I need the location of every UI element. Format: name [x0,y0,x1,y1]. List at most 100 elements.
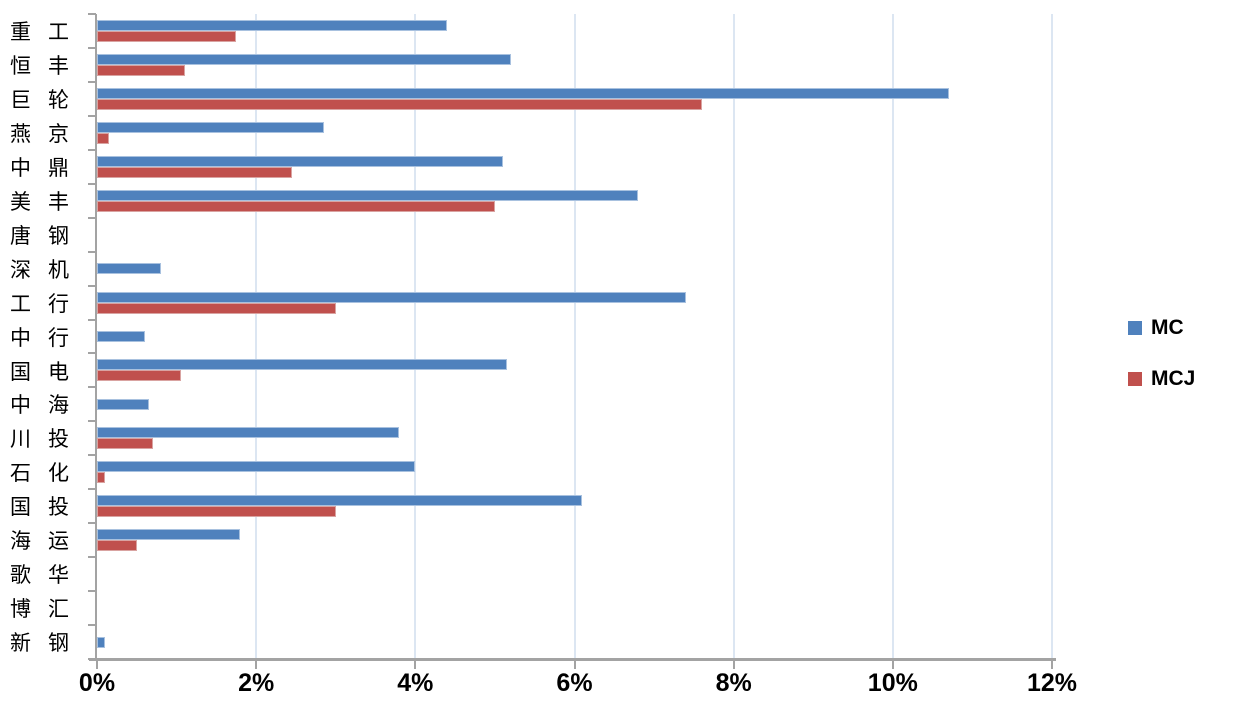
bar-mc [97,398,149,410]
bar-mcj [97,200,495,212]
gridline [255,14,258,659]
x-tick-label: 8% [715,669,752,697]
bar-mc [97,263,161,275]
x-tick-label: 0% [78,669,116,697]
bar-mc [97,529,241,541]
bar-row [97,286,1052,320]
bar-row [97,14,1052,48]
legend-label-mc: MC [1151,316,1184,339]
bar-row [97,320,1052,354]
bar-mcj [97,132,109,144]
bar-mcj [97,166,292,178]
bar-row [97,557,1052,591]
bar-mc [97,121,324,133]
bar-mcj [97,540,137,552]
bar-row [97,150,1052,184]
y-category-label: 工行 [10,291,86,316]
bar-mcj [97,438,153,450]
y-tick-mark [88,522,96,525]
x-tick-label: 6% [556,669,593,697]
bar-mcj [97,302,336,314]
legend-item-mcj: MCJ [1128,368,1195,389]
y-category-label: 川投 [10,427,86,452]
bar-mc [97,155,503,167]
bar-mcj [97,472,105,484]
y-tick-mark [88,454,96,457]
y-axis-line [95,14,97,660]
legend-item-mc: MC [1128,317,1195,338]
y-tick-mark [88,386,96,389]
y-category-label: 博汇 [10,597,86,622]
y-tick-mark [88,590,96,593]
bar-mc [97,291,686,303]
y-category-label: 歌华 [10,563,86,588]
bar-row [97,184,1052,218]
y-tick-mark [88,182,96,185]
y-category-label: 中行 [10,325,86,350]
bar-row [97,218,1052,252]
x-tick-label: 4% [397,669,434,697]
bar-row [97,387,1052,421]
x-axis-tick-labels: 0% 2% 4% 6% 8% 10% 12% [79,669,1077,701]
bar-mcj [97,98,702,110]
y-category-label: 国投 [10,495,86,520]
bar-mc [97,359,507,371]
bar-rows [97,14,1052,659]
bar-mcj [97,30,237,42]
y-tick-mark [88,420,96,423]
y-tick-mark [88,80,96,83]
bar-mc [97,19,448,31]
bar-mc [97,53,511,65]
bar-row [97,523,1052,557]
y-category-label: 唐钢 [10,223,86,248]
bar-mc [97,495,583,507]
bar-row [97,489,1052,523]
y-tick-mark [88,488,96,491]
bar-row [97,591,1052,625]
bar-mcj [97,64,185,76]
y-category-label: 石化 [10,461,86,486]
bar-mc [97,189,639,201]
legend-label-mcj: MCJ [1151,367,1196,390]
y-tick-mark [88,216,96,219]
bar-row [97,353,1052,387]
y-category-label: 新钢 [10,631,86,656]
gridline [573,14,576,659]
y-tick-mark [88,13,96,15]
y-tick-mark [88,250,96,253]
plot-area [88,13,1056,669]
x-tick-mark [96,661,98,669]
y-category-label: 海运 [10,529,86,554]
bar-mc [97,330,145,342]
bar-mc [97,461,416,473]
y-axis-labels: 重工 恒丰 巨轮 燕京 中鼎 美丰 唐钢 深机 工行 中行 国电 中海 川投 石化 国投 海运 歌华 博汇 新钢 [10,14,90,659]
y-category-label: 深机 [10,257,86,282]
y-category-label: 国电 [10,359,86,384]
y-tick-mark [88,556,96,559]
y-tick-mark [88,624,96,627]
gridline [891,14,894,659]
gridline [414,14,417,659]
y-category-label: 中海 [10,393,86,418]
x-tick-mark [1051,661,1053,669]
y-category-label: 中鼎 [10,155,86,180]
bar-mc [97,87,949,99]
gridline [732,14,735,659]
bar-row [97,455,1052,489]
y-category-label: 重工 [10,19,86,44]
legend-swatch-mc-icon [1128,320,1142,335]
chart-legend: MC MCJ [1128,317,1195,389]
y-tick-mark [88,148,96,151]
bar-mc [97,636,105,648]
x-tick-mark [255,661,258,669]
bar-row [97,252,1052,286]
bar-row [97,82,1052,116]
x-tick-mark [573,661,576,669]
y-tick-mark [88,114,96,117]
gridline [1051,14,1053,659]
bar-mc [97,427,400,439]
bar-row [97,48,1052,82]
x-tick-mark [891,661,894,669]
bar-mcj [97,370,181,382]
